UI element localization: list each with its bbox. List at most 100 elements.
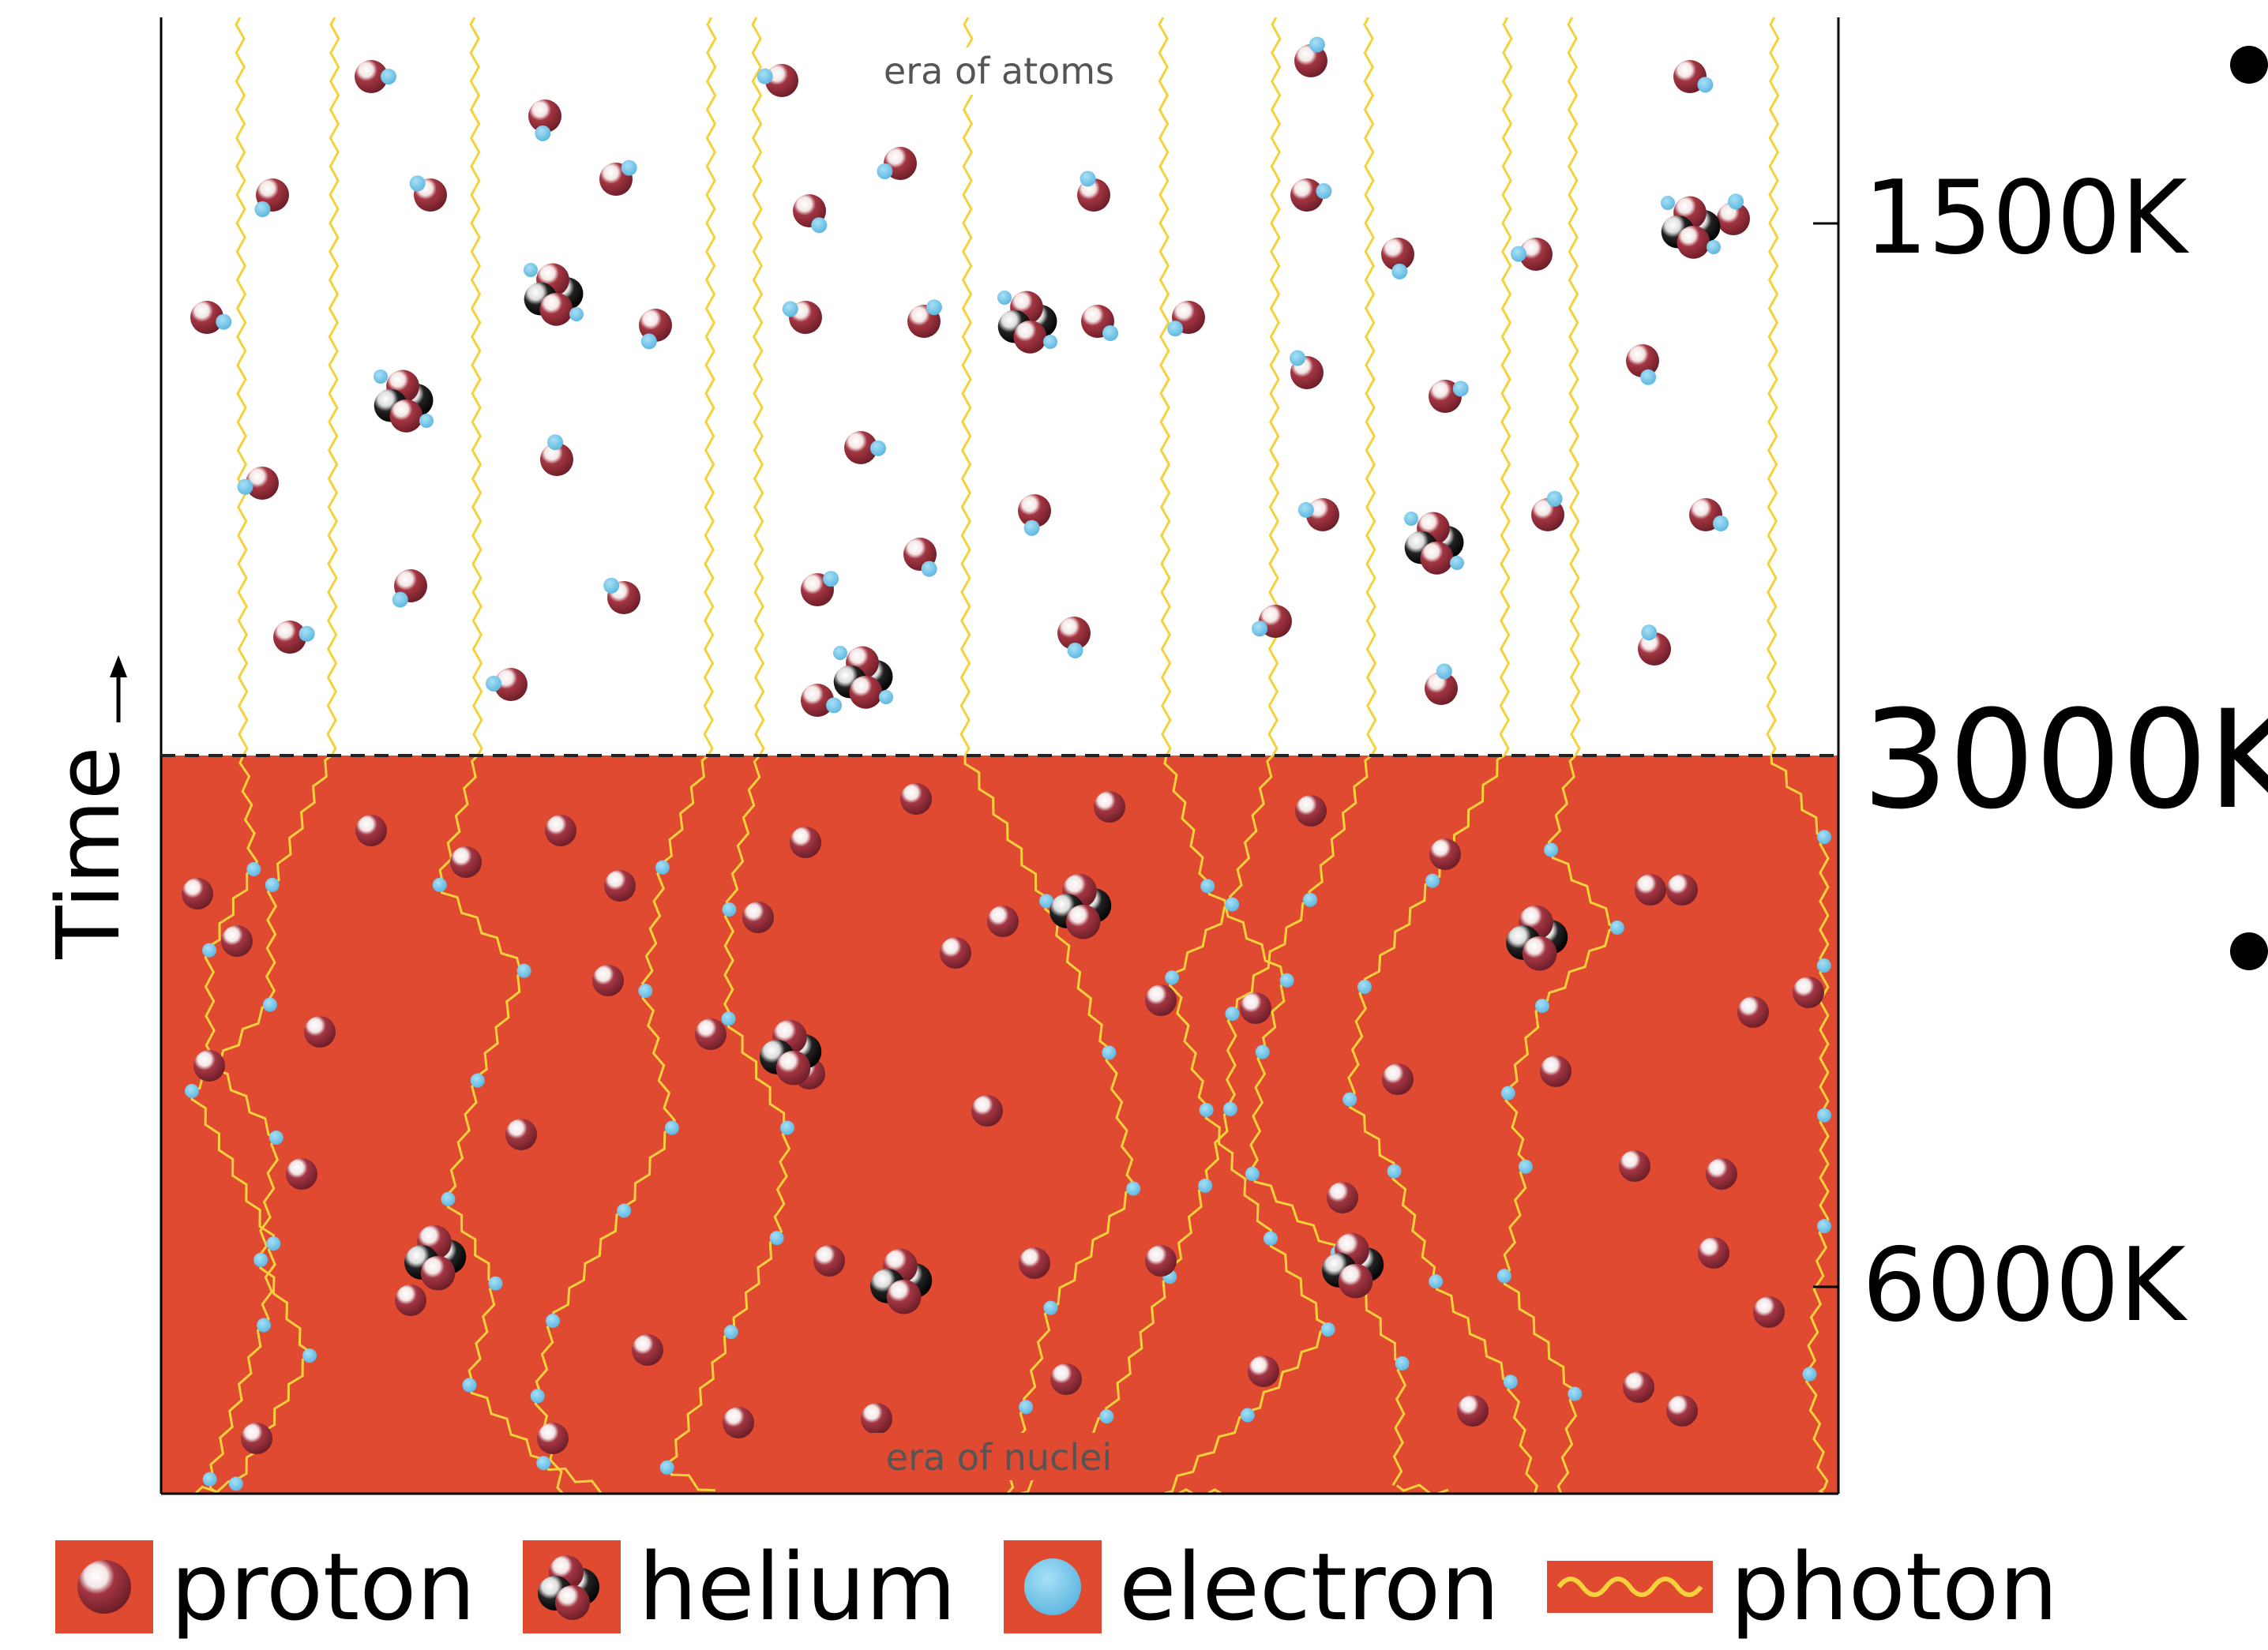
helium-nucleus (833, 646, 893, 709)
electron-particle (202, 1472, 217, 1487)
photon-path (1269, 1238, 1332, 1329)
electron-particle (1126, 1181, 1141, 1196)
legend-item-electron: electron (1003, 1540, 1500, 1633)
electron-particle (1496, 1269, 1511, 1284)
electron-particle (1546, 490, 1563, 507)
proton-particle (1077, 178, 1110, 212)
electron-particle (1387, 1164, 1402, 1179)
photon-path (1206, 886, 1286, 984)
electron-particle (228, 1476, 243, 1491)
proton-particle (592, 965, 624, 996)
electron-particle (569, 307, 584, 321)
electron-particle (1290, 350, 1306, 366)
photon-path (773, 1127, 791, 1239)
electron-particle (1452, 381, 1469, 397)
photon-path (1507, 1381, 1539, 1494)
photon-path (1567, 17, 1581, 756)
electron-particle (524, 263, 538, 277)
electron-particle (833, 646, 847, 660)
photon-path (467, 1282, 497, 1387)
photon-path (438, 884, 523, 974)
proton-particle (1753, 1296, 1785, 1328)
helium-nucleus (1404, 512, 1464, 575)
helium-nucleus (1661, 196, 1721, 259)
proton-particle (1290, 178, 1324, 212)
electron-particle (516, 963, 531, 978)
photon-path (732, 1236, 778, 1334)
photon-path (1804, 1225, 1828, 1374)
electron-particle (1225, 1007, 1240, 1022)
proton-particle (639, 309, 672, 342)
electron-particle (780, 1120, 795, 1135)
proton-particle (765, 64, 798, 97)
electron-particle (262, 997, 277, 1012)
proton-particle (1094, 791, 1125, 823)
photon-path (1251, 1173, 1339, 1254)
helium-icon (523, 1540, 621, 1633)
electron-particle (1697, 77, 1714, 93)
photon-path (1229, 756, 1275, 905)
proton-particle (861, 1403, 892, 1434)
electron-particle (1450, 556, 1464, 570)
proton-particle (1623, 1371, 1654, 1403)
proton-particle (1306, 498, 1339, 531)
proton-particle (632, 1334, 663, 1366)
electron-particle (1297, 501, 1314, 518)
electron-particle (640, 333, 657, 350)
electron-particle (1802, 1367, 1817, 1382)
electron-particle (1039, 894, 1054, 909)
electron-particle (1429, 1274, 1444, 1289)
proton-particle (900, 783, 932, 815)
photon-path (725, 756, 761, 910)
helium-nucleus (997, 291, 1057, 354)
proton-particle (193, 1050, 225, 1082)
electron-particle (1500, 1086, 1515, 1101)
electron-particle (1518, 1159, 1533, 1174)
proton-particle (1666, 874, 1698, 906)
proton-particle (801, 684, 834, 717)
photon-icon (1546, 1561, 1713, 1613)
photon-path (1022, 1307, 1052, 1408)
electron-particle (470, 1073, 485, 1088)
electron-particle (536, 1456, 551, 1471)
proton-particle (1295, 795, 1327, 827)
electron-particle (723, 1325, 738, 1340)
photon-path (1805, 1374, 1829, 1489)
electron-particle (926, 299, 942, 316)
electron-particle (1503, 1374, 1518, 1389)
photon-path (723, 909, 735, 1020)
electron-particle (1544, 842, 1559, 857)
proton-particle (1145, 984, 1177, 1016)
photon-path (1163, 756, 1213, 886)
photon-path (1348, 1099, 1396, 1172)
proton-particle (1057, 617, 1091, 650)
photon-path (1819, 1115, 1830, 1227)
photon-path (1104, 1275, 1171, 1417)
electron-particle (1425, 873, 1440, 888)
proton-particle (695, 1018, 727, 1050)
electron-particle (1713, 516, 1729, 531)
photon-path (1503, 1276, 1579, 1393)
electron-particle (488, 1276, 503, 1291)
electron-particle (869, 440, 886, 456)
helium-nucleus (524, 263, 584, 326)
photon-path (751, 17, 765, 756)
legend: proton helium electron photon (55, 1532, 2235, 1642)
electron-particle (441, 1191, 456, 1206)
electron-particle (1263, 1231, 1278, 1246)
electron-particle (1019, 1400, 1034, 1415)
photon-path (1044, 901, 1113, 1052)
legend-label-photon: photon (1729, 1532, 2059, 1641)
electron-particle (1728, 193, 1744, 210)
legend-item-photon: photon (1546, 1532, 2059, 1641)
photon-path (1504, 1004, 1543, 1093)
electron-particle (1043, 335, 1057, 349)
photon-path (1168, 977, 1211, 1110)
helium-nucleus (870, 1248, 933, 1314)
electron-particle (1099, 1409, 1114, 1424)
electron-particle (253, 1252, 268, 1267)
era-of-atoms-label: era of atoms (884, 50, 1114, 92)
photon-path (1363, 17, 1377, 756)
electron-particle (664, 1120, 679, 1135)
photon-path (446, 1198, 497, 1284)
